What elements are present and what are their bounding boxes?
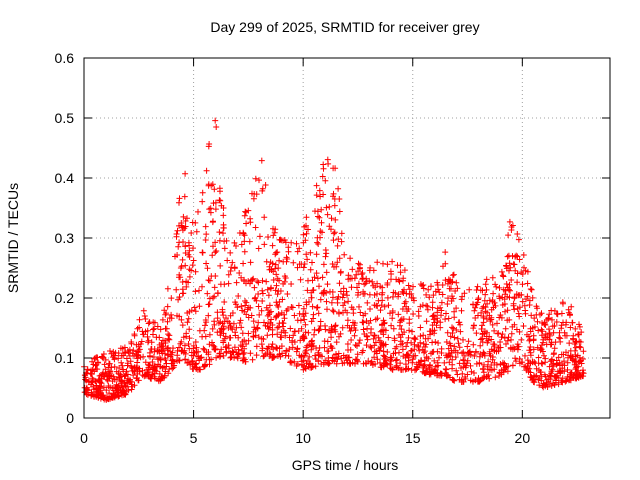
x-tick-label: 20 <box>515 430 531 446</box>
x-tick-labels: 0 5 10 15 20 <box>80 430 530 446</box>
y-tick-label: 0.5 <box>55 110 75 126</box>
plot-border <box>83 57 611 419</box>
y-axis-label: SRMTID / TECUs <box>5 183 21 293</box>
y-tick-label: 0.6 <box>55 50 75 66</box>
y-tick-label: 0.3 <box>55 230 75 246</box>
scatter-plus-markers <box>81 117 587 403</box>
x-tick-label: 15 <box>405 430 421 446</box>
x-tick-label: 10 <box>295 430 311 446</box>
y-tick-label: 0.2 <box>55 290 75 306</box>
y-tick-label: 0 <box>66 410 74 426</box>
data-points <box>81 117 587 403</box>
x-tick-label: 0 <box>80 430 88 446</box>
y-tick-labels: 0 0.1 0.2 0.3 0.4 0.5 0.6 <box>55 50 75 426</box>
y-tick-label: 0.1 <box>55 350 75 366</box>
x-axis-label: GPS time / hours <box>292 457 399 473</box>
chart-title: Day 299 of 2025, SRMTID for receiver gre… <box>210 19 479 35</box>
x-tick-label: 5 <box>190 430 198 446</box>
y-tick-label: 0.4 <box>55 170 75 186</box>
